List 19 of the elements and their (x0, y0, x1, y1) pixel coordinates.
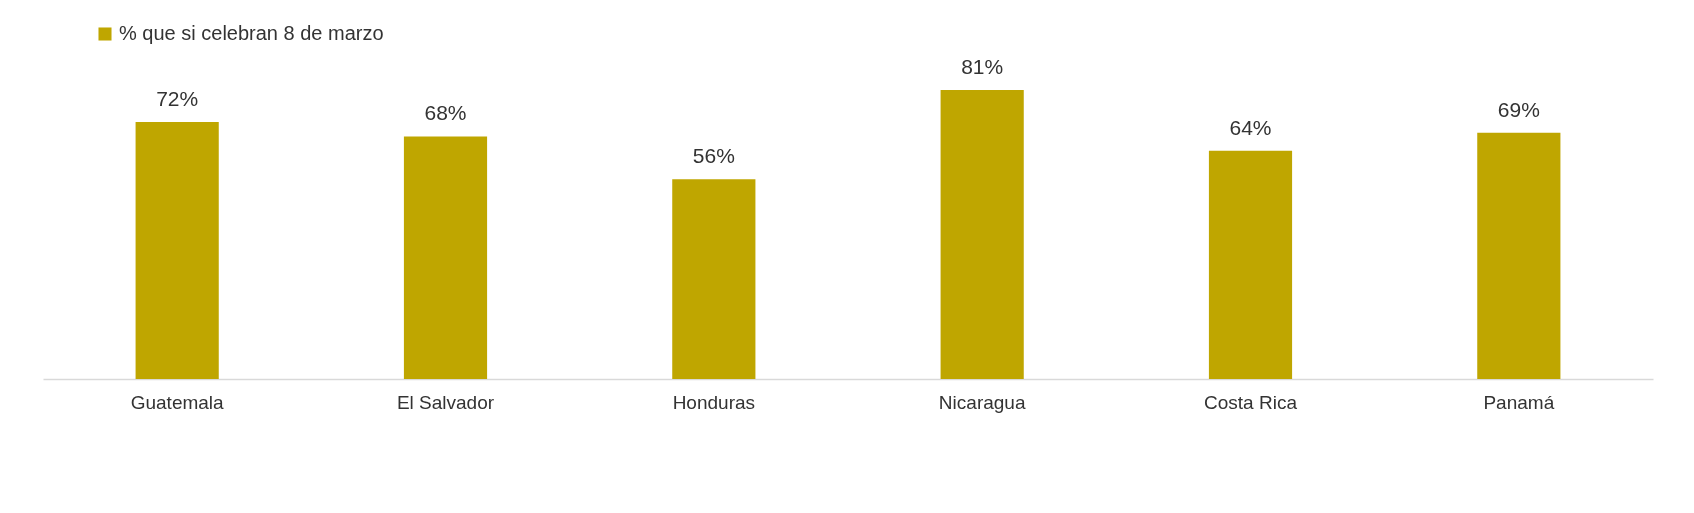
bar (403, 136, 488, 379)
x-tick-label: El Salvador (396, 391, 495, 413)
bar (940, 90, 1024, 379)
x-tick-label: Nicaragua (938, 391, 1026, 413)
legend-label: % que si celebran 8 de marzo (119, 22, 384, 44)
data-label: 81% (961, 55, 1004, 78)
x-tick-label: Guatemala (130, 391, 225, 413)
x-tick-label: Honduras (672, 391, 756, 413)
bar (672, 179, 756, 379)
x-tick-label: Costa Rica (1204, 391, 1298, 413)
data-label: 64% (1229, 115, 1272, 139)
data-label: 69% (1497, 97, 1540, 121)
data-label: 56% (692, 144, 735, 168)
data-label: 72% (156, 87, 199, 111)
bar (1477, 132, 1561, 379)
bar (1208, 150, 1293, 379)
data-label: 68% (424, 101, 467, 125)
x-tick-label: Panamá (1483, 391, 1555, 413)
bar (135, 122, 219, 379)
